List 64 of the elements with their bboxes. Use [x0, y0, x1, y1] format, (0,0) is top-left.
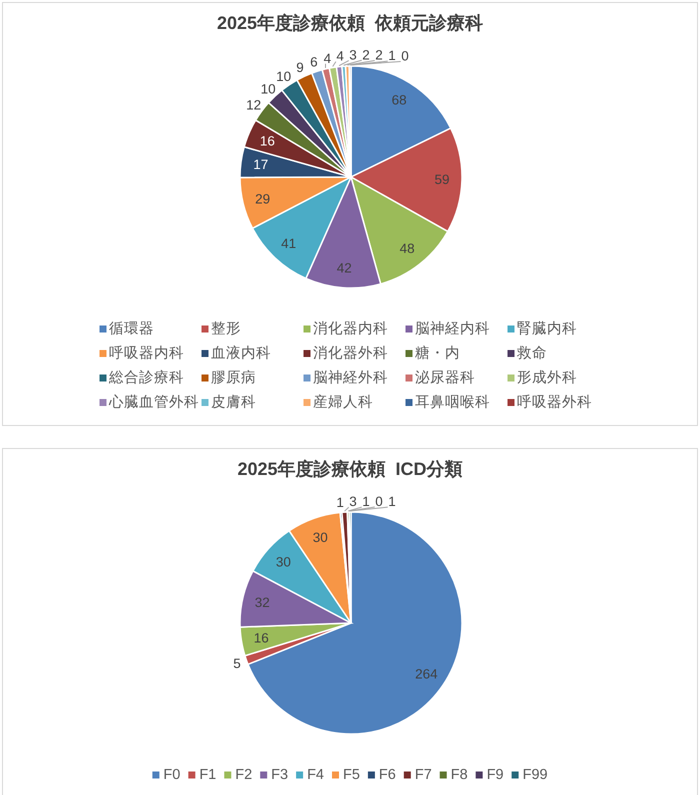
data-label: 4 [324, 50, 332, 66]
legend-label: 心臓血管外科 [108, 394, 199, 410]
legend-label: 膠原病 [211, 369, 256, 386]
data-label: 32 [254, 594, 270, 610]
legend-label: F5 [343, 766, 360, 782]
legend-label: 血液内科 [211, 344, 271, 362]
data-label: 1 [388, 494, 396, 509]
data-label: 1 [388, 48, 396, 64]
data-label: 10 [260, 81, 276, 96]
legend-label: F3 [271, 766, 288, 782]
legend-label: 形成外科 [517, 369, 577, 386]
legend-label: 呼吸器外科 [517, 394, 592, 410]
data-label: 59 [434, 172, 450, 188]
chart-title: 2025年度診療依頼 ICD分類 [237, 458, 463, 478]
data-label: 3 [349, 494, 357, 509]
data-label: 12 [246, 98, 262, 113]
data-label: 1 [362, 494, 370, 509]
data-label: 10 [276, 68, 292, 84]
data-label: 30 [276, 554, 291, 570]
legend-label: 整形 [211, 320, 241, 337]
data-label: 17 [253, 157, 268, 172]
data-label: 3 [349, 48, 357, 63]
legend-label: F8 [450, 766, 468, 782]
data-label: 29 [255, 191, 270, 206]
legend-label: F6 [378, 766, 396, 782]
data-label: 264 [415, 666, 438, 681]
data-label: 6 [310, 54, 318, 70]
data-label: 9 [296, 60, 304, 75]
legend-label: F0 [163, 766, 180, 782]
data-label: 16 [254, 630, 269, 646]
legend-label: 糖・内 [415, 344, 460, 362]
legend-label: 産婦人科 [313, 394, 373, 410]
legend-label: F4 [307, 766, 324, 782]
legend-label: 脳神経外科 [313, 369, 388, 386]
data-label: 30 [312, 529, 328, 544]
data-label: 68 [392, 92, 407, 108]
legend-label: 泌尿器科 [415, 369, 475, 386]
data-label: 42 [336, 260, 352, 276]
legend-label: F2 [235, 766, 252, 782]
data-label: 41 [281, 236, 296, 251]
legend-label: 消化器内科 [313, 320, 388, 337]
legend-label: F1 [199, 766, 216, 782]
legend-label: 救命 [516, 344, 547, 362]
data-label: 16 [260, 134, 275, 149]
legend-label: F99 [522, 766, 548, 782]
data-label: 1 [336, 494, 344, 510]
legend-label: 消化器外科 [313, 344, 388, 362]
data-label: 48 [400, 241, 415, 256]
legend-label: 総合診療科 [108, 369, 184, 386]
data-label: 2 [375, 48, 383, 63]
legend-label: 皮膚科 [211, 394, 256, 410]
chart-title: 2025年度診療依頼 依頼元診療科 [216, 13, 484, 33]
legend-label: 脳神経内科 [415, 320, 490, 337]
data-label: 2 [362, 47, 370, 62]
legend-label: 循環器 [109, 321, 154, 337]
legend-label: F7 [414, 766, 432, 782]
legend-label: 腎臓内科 [517, 320, 577, 337]
legend-label: 呼吸器内科 [109, 344, 184, 362]
data-label: 4 [336, 48, 344, 64]
data-label: 5 [233, 655, 241, 670]
legend-label: 耳鼻咽喉科 [415, 394, 490, 410]
legend-label: F9 [486, 766, 504, 782]
text: 0 [401, 48, 409, 64]
text: 0 [375, 494, 383, 509]
